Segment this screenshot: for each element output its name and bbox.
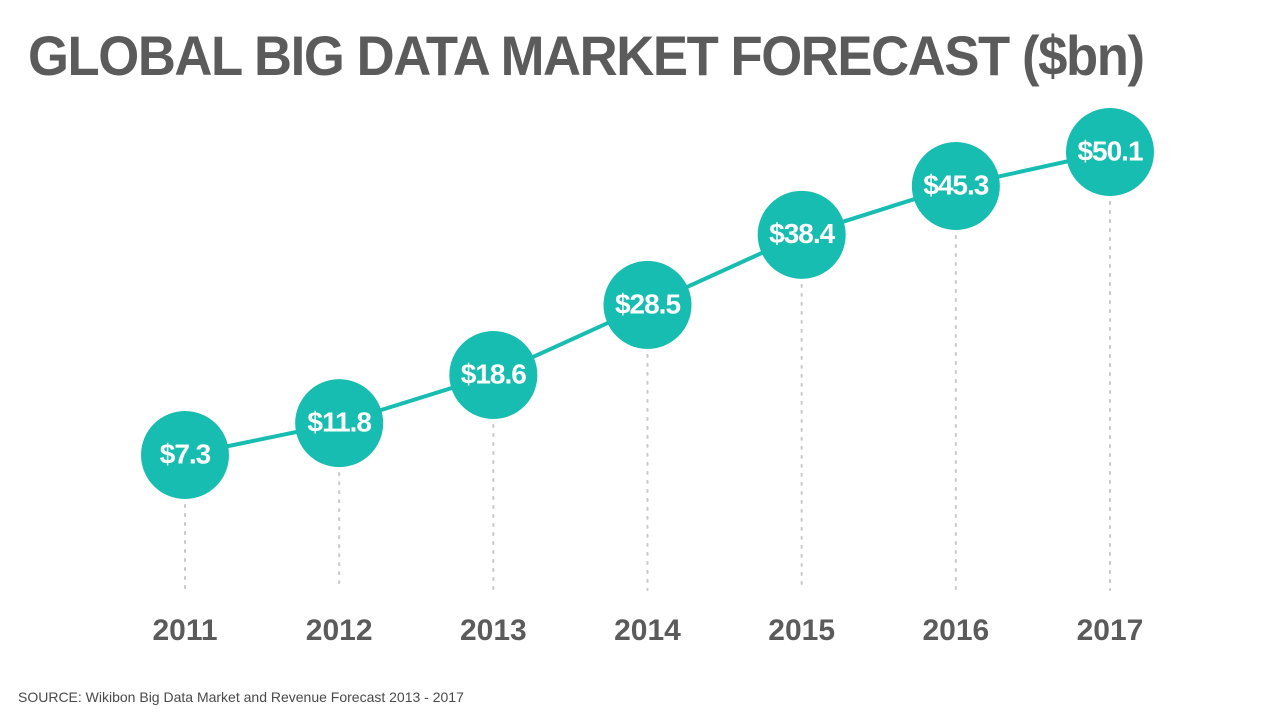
data-label-2017: $50.1: [1077, 135, 1142, 166]
data-point-2015[interactable]: [757, 190, 846, 279]
data-point-2011[interactable]: [141, 411, 229, 499]
data-label-2012: $11.8: [307, 407, 371, 438]
x-tick-label-2012: 2012: [306, 614, 373, 647]
dotted-guides: [184, 201, 1111, 591]
x-tick-label-2016: 2016: [922, 614, 989, 647]
data-point-2012[interactable]: [295, 379, 384, 468]
x-axis-labels: 2011 2012 2013 2014 2015 2016 2017: [152, 614, 1143, 647]
source-note: SOURCE: Wikibon Big Data Market and Reve…: [18, 689, 464, 705]
data-label-2015: $38.4: [769, 218, 835, 249]
data-point-2017[interactable]: [1066, 108, 1154, 196]
chart-title: GLOBAL BIG DATA MARKET FORECAST ($bn): [28, 24, 1145, 87]
data-label-2014: $28.5: [615, 288, 680, 319]
data-point-2014[interactable]: [603, 260, 692, 349]
data-point-2013[interactable]: [449, 331, 538, 420]
data-label-2016: $45.3: [923, 169, 988, 200]
data-label-2013: $18.6: [461, 358, 526, 389]
x-tick-label-2017: 2017: [1077, 614, 1144, 647]
x-tick-label-2013: 2013: [460, 614, 527, 647]
data-label-2011: $7.3: [160, 438, 211, 469]
x-tick-label-2011: 2011: [152, 614, 217, 647]
x-tick-label-2014: 2014: [614, 614, 681, 647]
data-markers: $7.3 $11.8 $18.6 $28.5 $38.4 $45.3 $50.1: [141, 108, 1154, 499]
data-point-2016[interactable]: [911, 141, 1000, 230]
x-tick-label-2015: 2015: [768, 614, 835, 647]
